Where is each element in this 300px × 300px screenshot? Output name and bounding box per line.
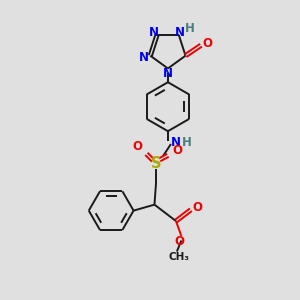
- Text: H: H: [185, 22, 195, 35]
- Text: O: O: [133, 140, 142, 153]
- Text: O: O: [192, 201, 202, 214]
- Text: H: H: [182, 136, 191, 149]
- Text: N: N: [175, 26, 185, 38]
- Text: CH₃: CH₃: [169, 252, 190, 262]
- Text: N: N: [139, 51, 149, 64]
- Text: N: N: [171, 136, 181, 149]
- Text: O: O: [172, 143, 182, 157]
- Text: N: N: [163, 68, 173, 80]
- Text: O: O: [202, 37, 213, 50]
- Text: N: N: [148, 26, 158, 38]
- Text: S: S: [151, 156, 161, 171]
- Text: O: O: [175, 235, 185, 248]
